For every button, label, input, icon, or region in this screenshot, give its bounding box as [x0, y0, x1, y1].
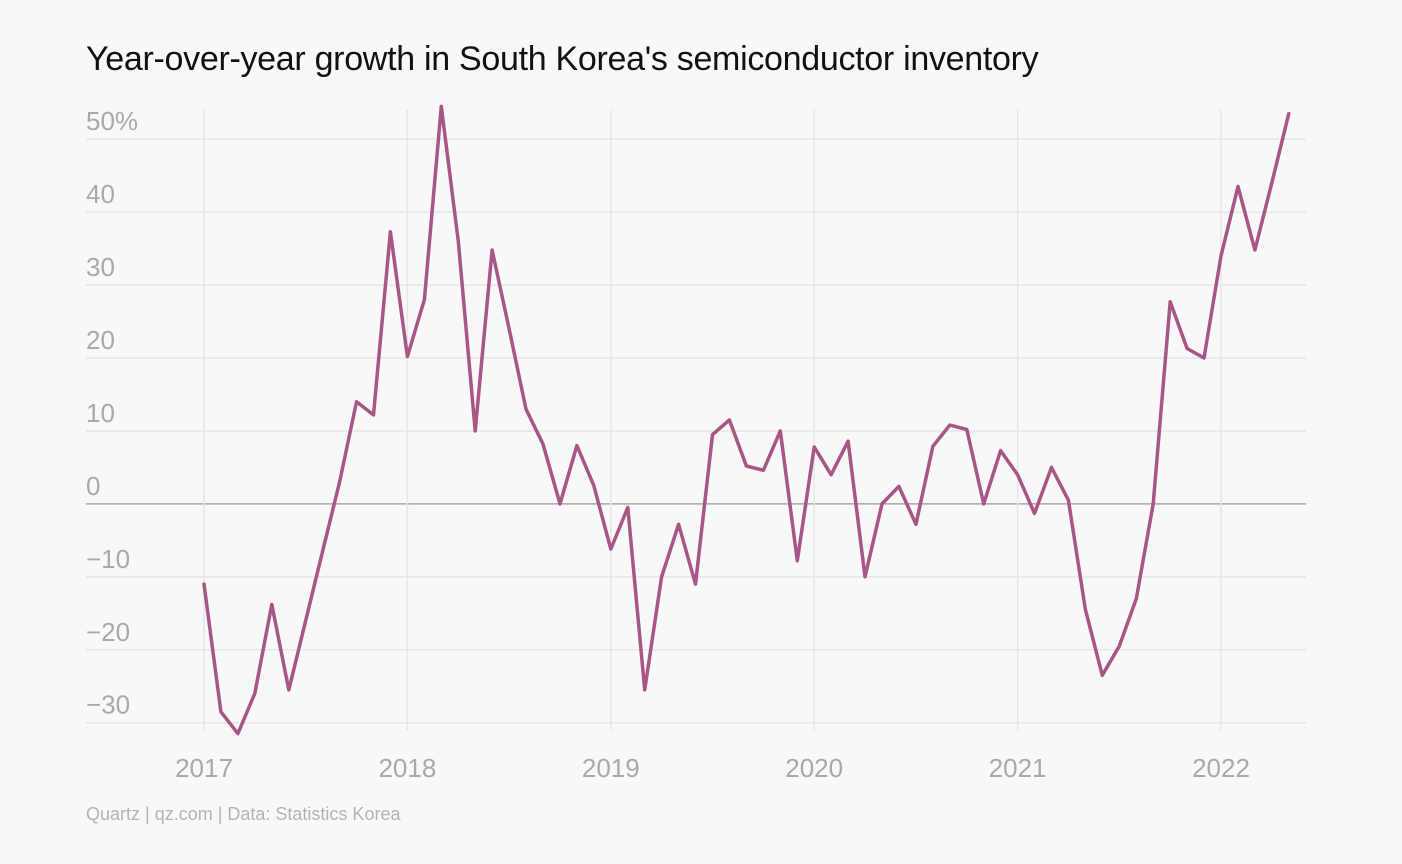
series-line [202, 104, 1291, 736]
y-tick-label: −10 [86, 544, 130, 574]
y-tick-label: 40 [86, 179, 115, 209]
x-tick-label: 2019 [582, 753, 640, 783]
chart-title: Year-over-year growth in South Korea's s… [86, 40, 1039, 78]
x-tick-label: 2022 [1192, 753, 1250, 783]
x-tick-label: 2018 [378, 753, 436, 783]
y-tick-label: 0 [86, 471, 100, 501]
tick-labels: 50% 40 30 20 10 0 −10 −20 −30 2017 2018 2019 2020 202… [86, 106, 1250, 783]
y-tick-label: −30 [86, 690, 130, 720]
x-tick-label: 2020 [785, 753, 843, 783]
series-layer [202, 104, 1291, 736]
y-tick-label: 50% [86, 106, 138, 136]
x-tick-label: 2021 [989, 753, 1047, 783]
y-tick-label: 10 [86, 398, 115, 428]
source-footer: Quartz | qz.com | Data: Statistics Korea [86, 804, 401, 824]
x-tick-label: 2017 [175, 753, 233, 783]
y-tick-label: 30 [86, 252, 115, 282]
grid-layer [86, 110, 1306, 730]
y-tick-label: −20 [86, 617, 130, 647]
y-tick-label: 20 [86, 325, 115, 355]
